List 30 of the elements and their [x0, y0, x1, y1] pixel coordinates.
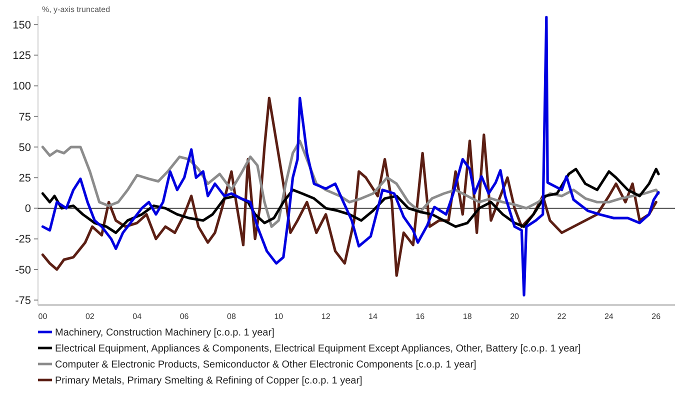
- x-tick-label: 24: [604, 312, 614, 321]
- x-tick-label: 04: [132, 312, 142, 321]
- y-tick-label: -50: [15, 264, 31, 276]
- x-tick-label: 12: [321, 312, 331, 321]
- y-tick-label: -75: [15, 294, 31, 307]
- y-tick-label: 25: [18, 172, 31, 184]
- y-tick-label: 100: [12, 80, 31, 93]
- legend-label: Computer & Electronic Products, Semiconductor & Other Electronic Components [c.o.p. 1 year]: [55, 360, 477, 370]
- y-axis-title: %, y-axis truncated: [42, 5, 110, 14]
- legend-label: Electrical Equipment, Appliances & Components, Electrical Equipment Except Appliances, Other, Battery [c.o.p. 1 year]: [55, 344, 582, 354]
- y-tick-label: 125: [12, 50, 31, 62]
- legend-label: Machinery, Construction Machinery [c.o.p. 1 year]: [55, 328, 275, 338]
- x-tick-label: 18: [462, 312, 472, 321]
- legend-label: Primary Metals, Primary Smelting & Refining of Copper [c.o.p. 1 year]: [55, 376, 363, 386]
- y-tick-label: -25: [15, 234, 31, 246]
- x-tick-label: 08: [227, 312, 236, 321]
- x-tick-label: 16: [416, 312, 426, 321]
- x-tick-label: 20: [510, 312, 520, 321]
- x-tick-label: 10: [274, 312, 284, 321]
- y-tick-label: 150: [12, 19, 31, 32]
- line-series: [41, 16, 660, 297]
- x-tick-label: 02: [85, 312, 95, 321]
- y-tick-label: 0: [24, 203, 31, 216]
- y-tick-label: 75: [18, 111, 31, 124]
- x-tick-label: 00: [38, 312, 48, 321]
- x-tick-label: 22: [557, 312, 567, 321]
- x-tick-label: 26: [652, 312, 662, 321]
- x-tick-label: 06: [180, 312, 190, 321]
- y-tick-label: 50: [18, 142, 31, 154]
- x-tick-label: 14: [368, 312, 378, 321]
